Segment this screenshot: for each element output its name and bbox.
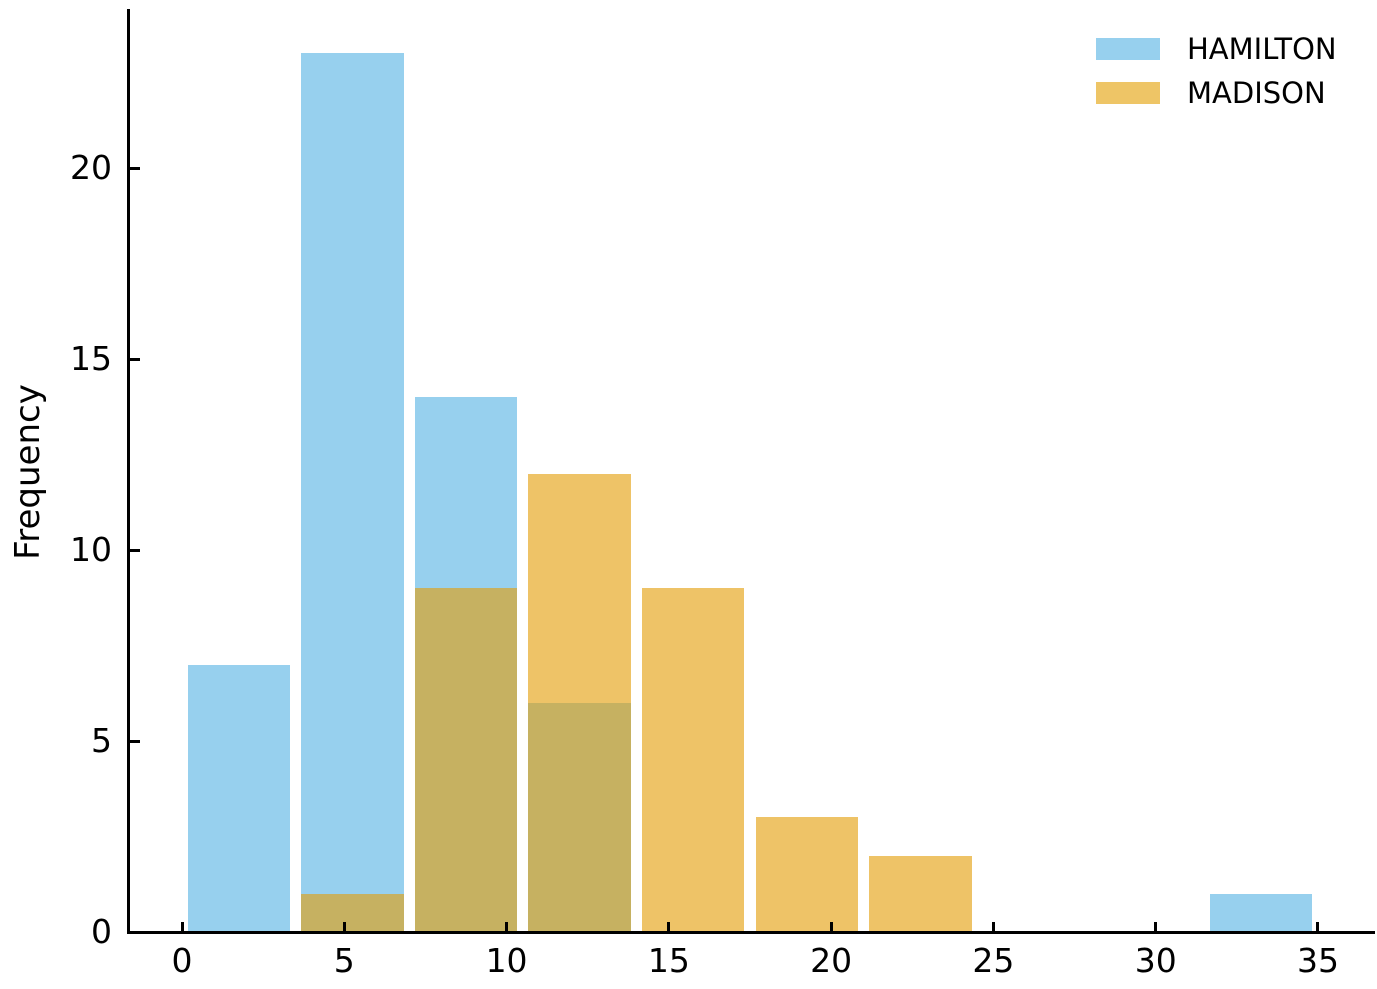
x-tick-25 bbox=[991, 922, 995, 931]
legend-label-hamilton: HAMILTON bbox=[1187, 32, 1337, 66]
x-tick-5 bbox=[342, 922, 346, 931]
y-tick-label-5: 5 bbox=[91, 721, 112, 760]
x-tick-label-5: 5 bbox=[333, 941, 355, 980]
y-tick-20 bbox=[130, 166, 140, 170]
bar-hamilton-bin1 bbox=[301, 53, 404, 933]
y-tick-label-0: 0 bbox=[91, 912, 112, 951]
bar-madison-bin3 bbox=[528, 473, 631, 933]
x-tick-label-0: 0 bbox=[171, 941, 193, 980]
bar-hamilton-bin0 bbox=[187, 664, 290, 933]
y-tick-0 bbox=[130, 930, 140, 934]
x-tick-label-35: 35 bbox=[1296, 941, 1339, 980]
y-tick-5 bbox=[130, 739, 140, 743]
x-tick-label-20: 20 bbox=[810, 941, 853, 980]
x-tick-label-30: 30 bbox=[1134, 941, 1177, 980]
bar-madison-bin1 bbox=[301, 893, 404, 933]
bar-madison-bin6 bbox=[869, 855, 972, 933]
x-tick-label-10: 10 bbox=[485, 941, 528, 980]
y-tick-label-10: 10 bbox=[70, 530, 112, 569]
x-axis-spine bbox=[127, 931, 1375, 934]
legend-swatch-madison bbox=[1096, 82, 1160, 104]
x-tick-30 bbox=[1154, 922, 1158, 931]
bar-hamilton-bin9 bbox=[1210, 893, 1313, 933]
legend-swatch-hamilton bbox=[1096, 38, 1160, 60]
x-tick-label-15: 15 bbox=[647, 941, 690, 980]
x-tick-35 bbox=[1316, 922, 1320, 931]
x-tick-20 bbox=[829, 922, 833, 931]
x-tick-label-25: 25 bbox=[972, 941, 1015, 980]
x-tick-10 bbox=[505, 922, 509, 931]
x-tick-15 bbox=[667, 922, 671, 931]
y-axis-spine bbox=[127, 9, 130, 934]
bar-madison-bin2 bbox=[414, 588, 518, 933]
y-tick-15 bbox=[130, 357, 140, 361]
bar-madison-bin5 bbox=[755, 817, 858, 933]
y-tick-10 bbox=[130, 548, 140, 552]
y-tick-label-15: 15 bbox=[70, 339, 112, 378]
y-tick-label-20: 20 bbox=[70, 148, 112, 187]
x-tick-0 bbox=[180, 922, 184, 931]
legend-label-madison: MADISON bbox=[1187, 76, 1326, 110]
bar-madison-bin4 bbox=[642, 588, 745, 933]
